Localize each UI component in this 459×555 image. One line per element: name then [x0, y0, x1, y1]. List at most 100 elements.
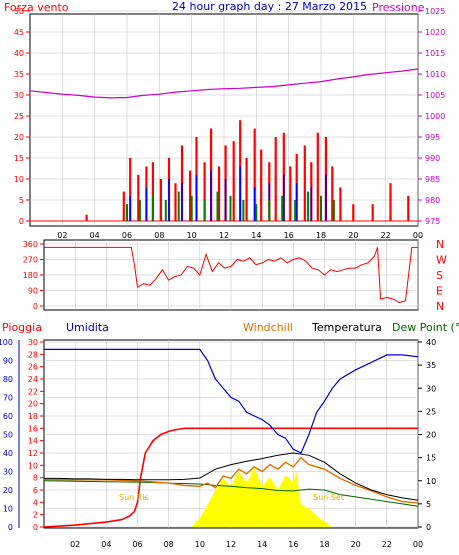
rain-tick-label: 18 [28, 412, 38, 421]
dewpoint-label: Dew Point (°C [392, 321, 459, 334]
pressure-tick-label: 995 [425, 133, 440, 142]
temperature-tick-label: 0 [426, 523, 431, 532]
direction-tick-label: 270 [23, 256, 38, 265]
avg-wind-bar [268, 200, 271, 221]
rain-temp-time-label: 02 [70, 540, 80, 549]
wind-bar [371, 204, 374, 221]
rain-temp-time-label: 16 [288, 540, 298, 549]
pressure-axis-label: Pressione [372, 1, 425, 14]
wind-time-label: 04 [90, 231, 100, 240]
gust-bar [129, 195, 131, 221]
rain-tick-label: 24 [28, 375, 38, 384]
direction-tick-label: 90 [28, 287, 38, 296]
wind-bar [339, 187, 342, 221]
direction-line [44, 246, 418, 304]
direction-grid [44, 240, 419, 310]
dewpoint-line [43, 480, 419, 507]
wind-time-label: 00 [413, 231, 423, 240]
wind-bar [352, 204, 355, 221]
wind-time-label: 22 [381, 231, 391, 240]
temperature-tick-label: 30 [426, 384, 436, 393]
humidity-tick-label: 0 [8, 523, 13, 532]
gust-bar [253, 187, 256, 221]
pressure-tick-label: 1025 [425, 7, 445, 16]
windchill-label: Windchill [243, 321, 293, 334]
rain-tick-label: 6 [33, 486, 38, 495]
wind-tick-label: 50 [14, 7, 24, 16]
humidity-tick-label: 90 [3, 357, 13, 366]
wind-time-ticks: 02 04 06 08 10 12 14 16 18 20 22 00 [57, 231, 423, 240]
pressure-tick-label: 975 [425, 217, 440, 226]
avg-wind-bar [281, 195, 284, 221]
wind-tick-label: 40 [14, 49, 24, 58]
avg-wind-bar [229, 195, 232, 221]
rain-temp-time-label: 00 [413, 540, 423, 549]
temperature-tick-label: 15 [426, 454, 436, 463]
rain-tick-label: 12 [28, 449, 38, 458]
humidity-tick-label: 10 [3, 505, 13, 514]
avg-wind-bar [320, 195, 322, 221]
rain-temp-time-label: 20 [351, 540, 361, 549]
rain-tick-label: 10 [28, 461, 38, 470]
humidity-tick-label: 60 [3, 412, 13, 421]
wind-tick-label: 15 [14, 154, 24, 163]
rain-tick-label: 0 [33, 523, 38, 532]
avg-wind-bar [216, 191, 219, 221]
gust-bar [325, 174, 327, 221]
rain-temp-time-label: 04 [101, 540, 111, 549]
wind-bar [232, 141, 235, 221]
avg-wind-bar [294, 200, 297, 221]
wind-bar [331, 166, 334, 221]
wind-time-label: 02 [57, 231, 67, 240]
wind-grid [30, 10, 419, 226]
rain-line [43, 427, 418, 528]
compass-label: W [436, 254, 447, 267]
rain-temp-time-label: 08 [164, 540, 174, 549]
rain-temp-panel: Pioggia Umidita Windchill Temperatura De… [0, 321, 459, 549]
wind-tick-label: 45 [14, 28, 24, 37]
wind-axis-ticks: 0 5 10 15 20 25 30 35 40 45 50 [14, 7, 30, 226]
temperature-tick-label: 5 [426, 500, 431, 509]
wind-bar [137, 174, 140, 221]
temperature-tick-label: 20 [426, 431, 436, 440]
humidity-tick-label: 20 [3, 486, 13, 495]
humidity-tick-label: 80 [3, 375, 13, 384]
humidity-tick-label: 40 [3, 449, 13, 458]
avg-wind-bar [190, 195, 193, 221]
wind-bar [253, 128, 256, 221]
wind-time-label: 14 [251, 231, 261, 240]
wind-bar [203, 162, 206, 221]
pressure-tick-label: 985 [425, 175, 440, 184]
gust-bar [239, 166, 241, 221]
humidity-line [44, 348, 419, 454]
wind-pressure-panel: Forza vento 24 hour graph day : 27 Marzo… [4, 0, 445, 240]
rain-tick-label: 28 [28, 350, 38, 359]
wind-time-label: 06 [122, 231, 132, 240]
rain-tick-label: 30 [28, 338, 38, 347]
temperature-line [44, 452, 419, 501]
wind-time-label: 18 [316, 231, 326, 240]
avg-wind-bar [203, 200, 206, 221]
compass-label: S [436, 269, 443, 282]
humidity-axis-label: Umidita [66, 321, 109, 334]
rain-tick-label: 4 [33, 498, 38, 507]
gust-bar [195, 174, 198, 221]
gust-bar [310, 187, 313, 221]
wind-bar [159, 179, 162, 221]
avg-wind-bar [164, 200, 167, 221]
wind-bar [407, 195, 410, 221]
humidity-tick-label: 100 [0, 338, 13, 347]
wind-bar [260, 149, 263, 221]
chart-title: 24 hour graph day : 27 Marzo 2015 [172, 0, 367, 13]
wind-bar [129, 158, 132, 221]
wind-tick-label: 35 [14, 70, 24, 79]
wind-tick-label: 5 [19, 196, 24, 205]
wind-bar [218, 166, 221, 221]
pressure-tick-label: 1015 [425, 49, 445, 58]
gust-bar [295, 183, 298, 221]
avg-wind-bar [255, 204, 258, 221]
wind-bar [122, 191, 125, 221]
